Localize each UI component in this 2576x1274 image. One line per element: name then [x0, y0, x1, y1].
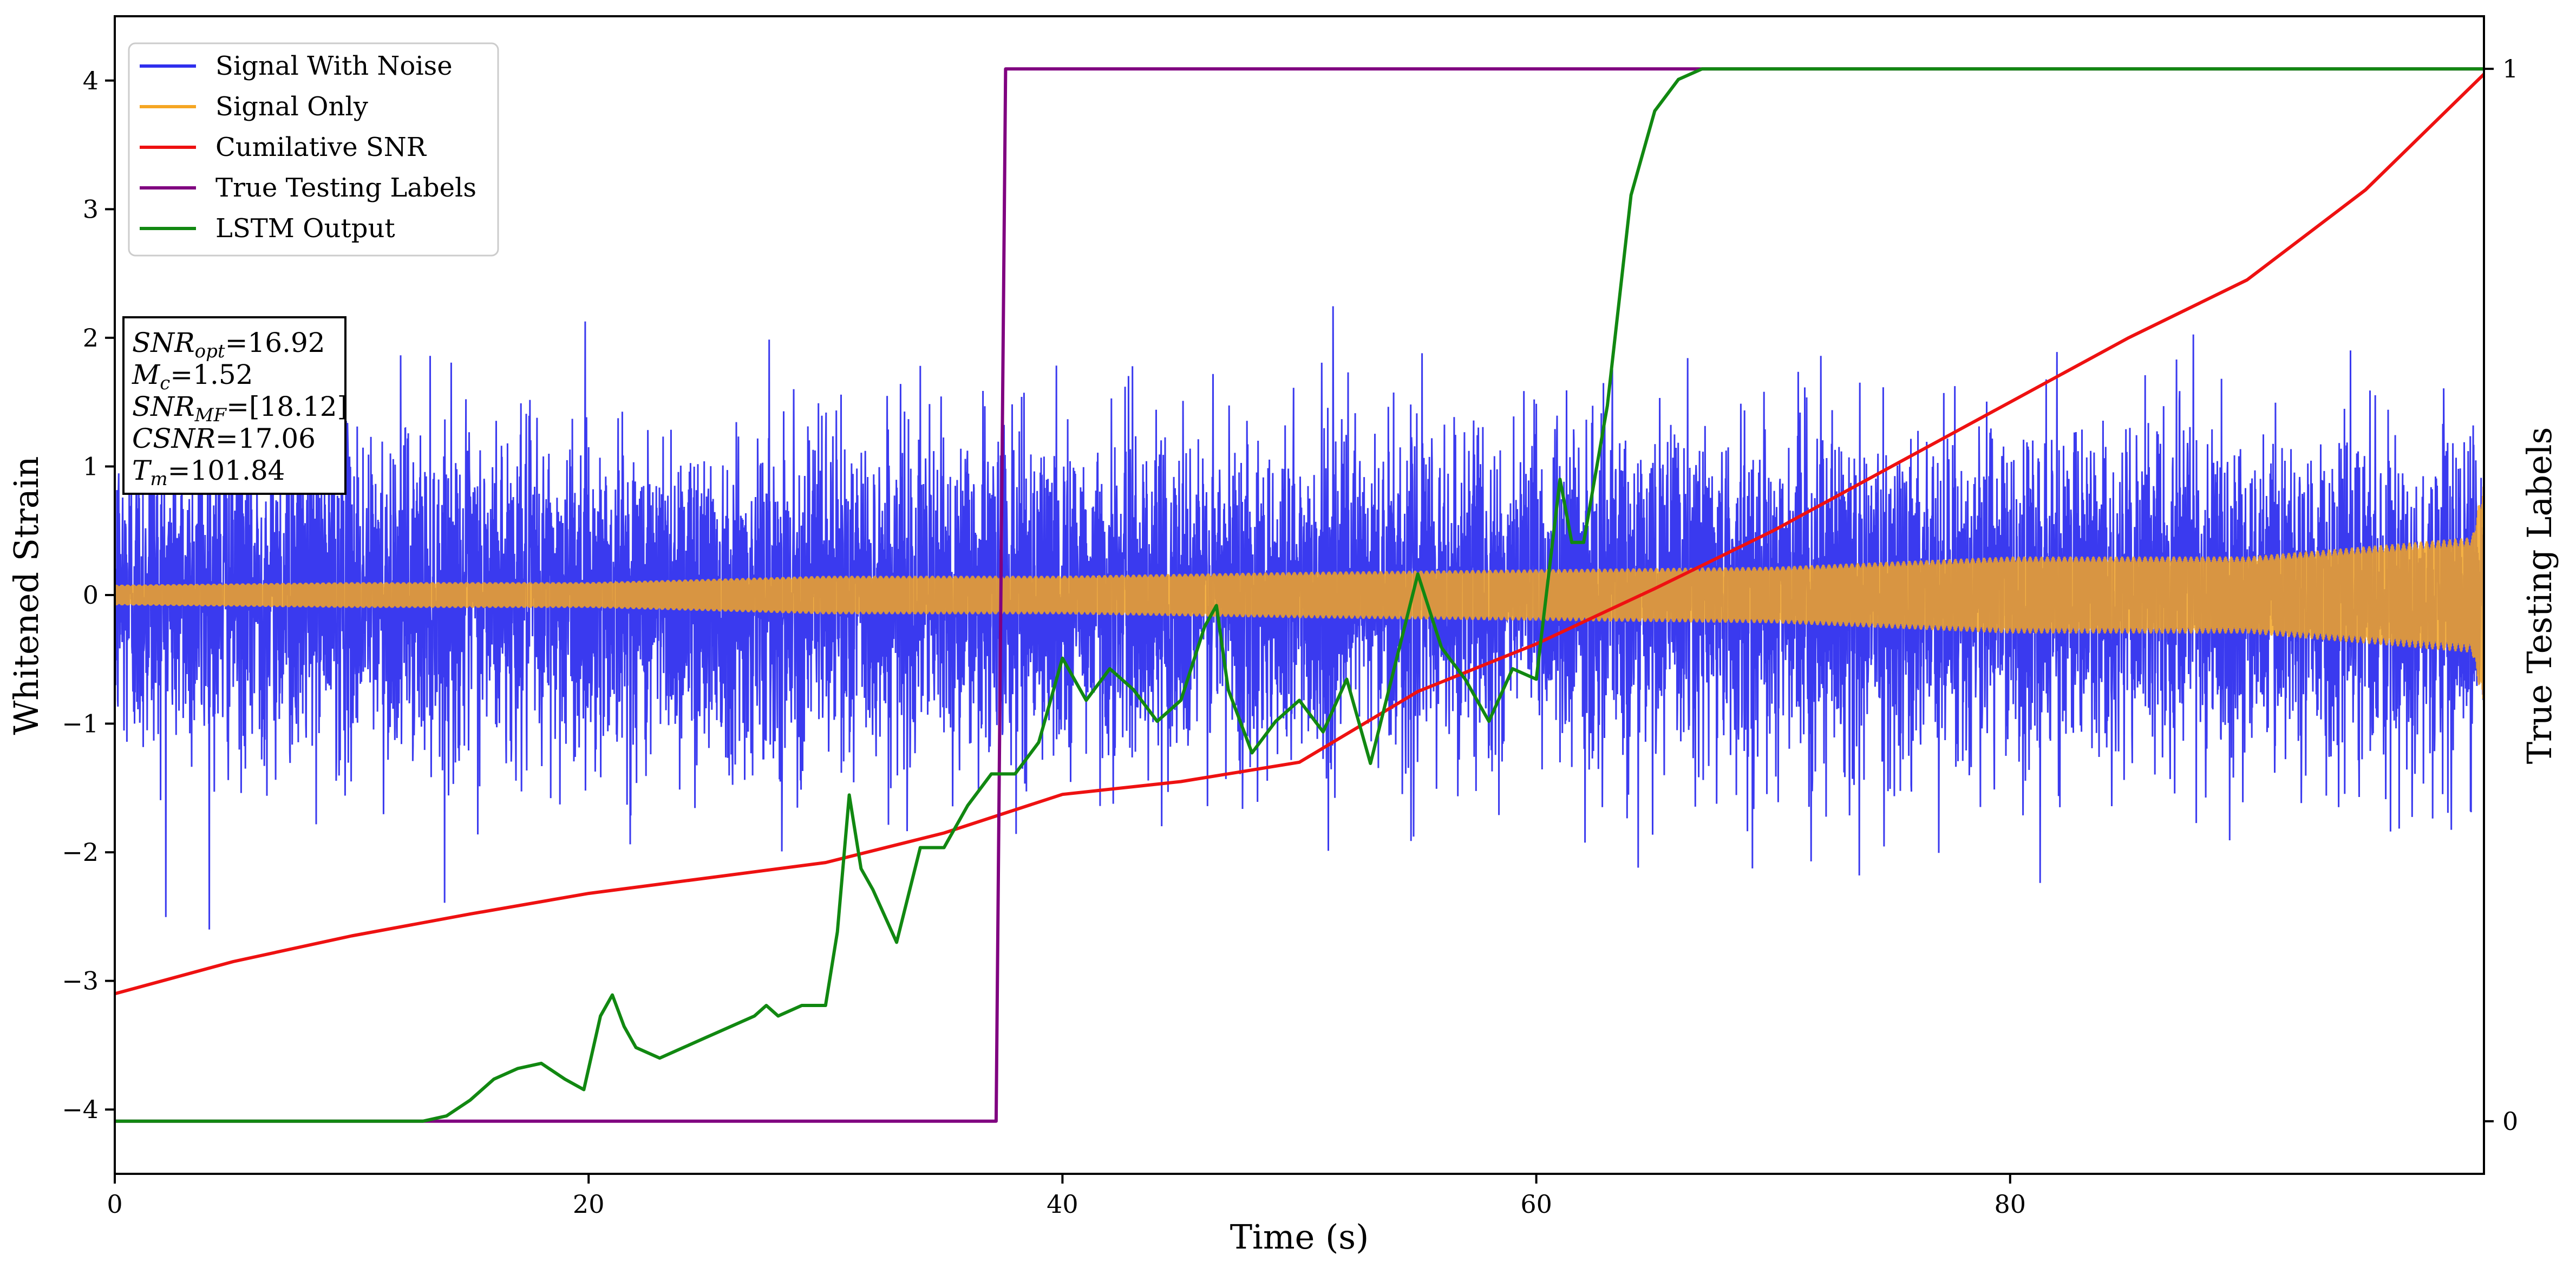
signal-only-line [115, 479, 2484, 708]
series-line-lstm-output [115, 67, 2484, 1123]
x-axis-ticks: 0 20 40 60 80 [107, 1174, 2026, 1219]
x-tick-label: 20 [573, 1190, 605, 1219]
legend-label: True Testing Labels [215, 173, 476, 203]
y2-axis-title: True Testing Labels [2520, 427, 2559, 765]
info-line: CSNR=17.06 [132, 423, 316, 454]
y-tick-label: 3 [83, 194, 99, 224]
y-axis-ticks: −4 −3 −2 −1 0 1 2 3 4 [62, 66, 115, 1124]
series-lines [115, 67, 2484, 1123]
legend-box [128, 42, 499, 257]
info-line: Tm=101.84 [132, 455, 285, 490]
y-tick-label: 1 [83, 452, 99, 481]
legend-label: Cumilative SNR [215, 132, 427, 162]
parameter-info-box: SNRopt=16.92Mc=1.52SNRMF=[18.12]CSNR=17.… [122, 316, 348, 495]
series-signal-only [115, 479, 2484, 708]
plot-data-layer [115, 67, 2484, 1123]
x-axis-title: Time (s) [1230, 1217, 1369, 1257]
y-axis-title: Whitened Strain [6, 456, 46, 735]
y2-tick-label: 1 [2502, 54, 2518, 83]
y-tick-label: −4 [62, 1095, 99, 1124]
y-tick-label: 0 [83, 580, 99, 610]
y-tick-label: 2 [83, 323, 99, 352]
series-line-cumilative-snr [115, 73, 2484, 996]
info-line: SNRMF=[18.12] [132, 391, 348, 426]
info-line: SNRopt=16.92 [132, 327, 325, 362]
x-tick-label: 80 [1995, 1190, 2026, 1219]
x-tick-label: 60 [1520, 1190, 1552, 1219]
legend-label: Signal With Noise [215, 51, 453, 81]
x-tick-label: 0 [107, 1190, 122, 1219]
y-tick-label: −2 [62, 838, 99, 867]
y-tick-label: −1 [62, 709, 99, 739]
y2-tick-label: 0 [2502, 1107, 2518, 1136]
y2-axis-ticks: 01 [2484, 54, 2518, 1136]
y-tick-label: −3 [62, 966, 99, 996]
info-box-frame [122, 316, 346, 495]
x-tick-label: 40 [1047, 1190, 1078, 1219]
y-tick-label: 4 [83, 66, 99, 95]
legend: Signal With Noise Signal Only Cumilative S… [128, 42, 499, 257]
legend-label: LSTM Output [215, 213, 395, 244]
legend-label: Signal Only [215, 92, 368, 122]
info-line: Mc=1.52 [132, 359, 253, 394]
